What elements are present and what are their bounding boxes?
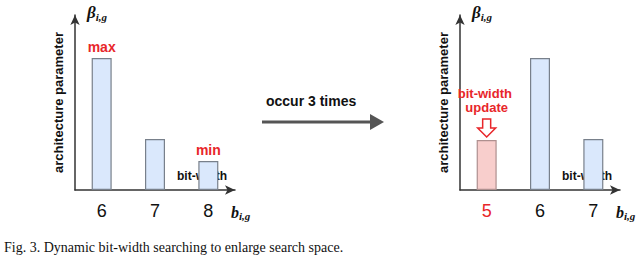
svg-text:5: 5: [482, 201, 492, 221]
svg-text:Fig. 3. Dynamic bit-width sear: Fig. 3. Dynamic bit-width searching to e…: [4, 240, 343, 255]
svg-text:8: 8: [203, 201, 213, 221]
svg-text:b: b: [231, 204, 239, 221]
svg-text:i,g: i,g: [624, 210, 636, 222]
svg-text:bit-width: bit-width: [562, 169, 612, 183]
svg-text:7: 7: [150, 201, 160, 221]
svg-text:i,g: i,g: [239, 210, 251, 222]
svg-text:occur 3 times: occur 3 times: [266, 93, 356, 109]
svg-text:β: β: [86, 3, 96, 22]
svg-text:update: update: [465, 100, 508, 115]
svg-text:6: 6: [97, 201, 107, 221]
svg-text:min: min: [196, 142, 221, 158]
svg-text:bit-width: bit-width: [177, 169, 227, 183]
svg-text:β: β: [471, 3, 481, 22]
svg-text:max: max: [88, 39, 116, 55]
svg-text:i,g: i,g: [96, 11, 108, 23]
svg-text:7: 7: [588, 201, 598, 221]
svg-text:architecture parameter: architecture parameter: [51, 32, 66, 173]
svg-text:architecture parameter: architecture parameter: [436, 32, 451, 173]
svg-text:i,g: i,g: [481, 11, 493, 23]
svg-text:b: b: [616, 204, 624, 221]
svg-text:6: 6: [535, 201, 545, 221]
svg-text:bit-width: bit-width: [458, 86, 516, 101]
